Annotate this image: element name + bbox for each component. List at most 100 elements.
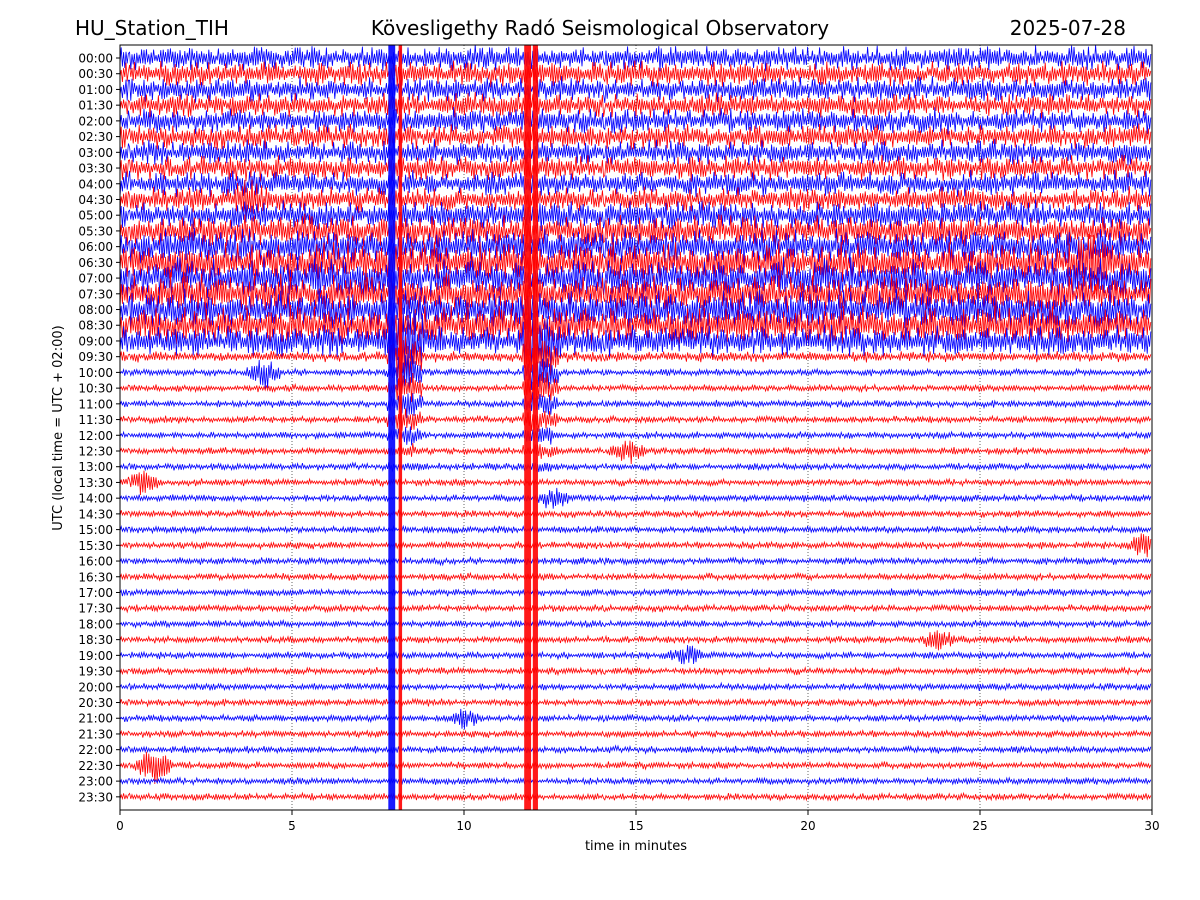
seismic-trace <box>120 681 1152 692</box>
y-tick-label: 23:30 <box>78 790 113 804</box>
y-axis-label: UTC (local time = UTC + 02:00) <box>51 325 66 530</box>
y-tick-label: 14:30 <box>78 507 113 521</box>
y-tick-label: 13:30 <box>78 476 113 490</box>
seismic-trace <box>120 508 1152 520</box>
y-tick-label: 10:30 <box>78 382 113 396</box>
seismic-trace <box>120 138 1152 166</box>
seismic-trace <box>120 213 1152 248</box>
y-tick-label: 14:00 <box>78 492 113 506</box>
seismic-trace <box>120 440 1152 465</box>
y-tick-label: 17:30 <box>78 602 113 616</box>
seismic-trace <box>120 744 1152 755</box>
seismic-trace <box>120 392 1152 419</box>
seismic-trace <box>120 233 1152 294</box>
station-title: HU_Station_TIH <box>75 16 229 40</box>
seismic-trace <box>120 256 1152 300</box>
seismic-trace <box>120 123 1152 151</box>
saturated-band <box>532 45 538 810</box>
x-tick-label: 20 <box>800 819 815 833</box>
x-tick-label: 30 <box>1144 819 1159 833</box>
y-tick-label: 00:00 <box>78 52 113 66</box>
seismic-trace <box>120 666 1152 677</box>
seismic-trace <box>120 728 1152 739</box>
seismic-trace <box>120 571 1152 582</box>
y-tick-label: 05:30 <box>78 224 113 238</box>
seismic-trace <box>120 602 1152 614</box>
seismic-trace <box>120 426 1152 446</box>
y-tick-label: 12:00 <box>78 429 113 443</box>
y-tick-label: 17:00 <box>78 586 113 600</box>
seismic-trace <box>120 587 1152 598</box>
y-tick-label: 22:30 <box>78 759 113 773</box>
seismic-trace <box>120 708 1152 730</box>
seismic-trace <box>120 304 1152 347</box>
seismic-trace <box>120 524 1152 535</box>
seismic-trace <box>120 154 1152 182</box>
seismic-trace <box>120 776 1152 787</box>
y-tick-label: 02:00 <box>78 114 113 128</box>
y-tick-label: 16:00 <box>78 555 113 569</box>
x-tick-label: 25 <box>972 819 987 833</box>
y-tick-label: 20:00 <box>78 680 113 694</box>
seismic-trace <box>120 169 1152 198</box>
y-tick-label: 11:30 <box>78 413 113 427</box>
date-title: 2025-07-28 <box>1010 16 1126 40</box>
y-tick-label: 09:00 <box>78 334 113 348</box>
seismic-trace <box>120 336 1152 379</box>
seismic-trace <box>120 618 1152 629</box>
y-tick-label: 13:00 <box>78 460 113 474</box>
y-tick-label: 08:00 <box>78 303 113 317</box>
seismic-trace <box>120 470 1152 496</box>
seismic-trace <box>120 353 1152 392</box>
y-tick-label: 23:00 <box>78 775 113 789</box>
seismic-trace <box>120 533 1152 558</box>
saturated-band <box>524 45 532 810</box>
x-tick-labels: 0 5 10 15 20 25 30 <box>116 810 1160 833</box>
seismic-trace <box>120 227 1152 267</box>
y-tick-label: 09:30 <box>78 350 113 364</box>
y-tick-label: 00:30 <box>78 67 113 81</box>
saturated-band <box>388 45 396 810</box>
y-tick-label: 01:30 <box>78 99 113 113</box>
seismic-trace <box>120 751 1152 785</box>
seismic-trace <box>120 555 1152 567</box>
seismic-trace <box>120 408 1152 432</box>
y-tick-label: 04:00 <box>78 177 113 191</box>
y-tick-label: 06:30 <box>78 256 113 270</box>
saturated-band <box>398 45 403 810</box>
y-tick-label: 16:30 <box>78 570 113 584</box>
x-axis-label: time in minutes <box>585 839 687 854</box>
y-tick-label: 06:00 <box>78 240 113 254</box>
y-tick-label: 22:00 <box>78 743 113 757</box>
x-tick-label: 10 <box>456 819 471 833</box>
y-tick-label: 02:30 <box>78 130 113 144</box>
y-tick-label: 03:00 <box>78 146 113 160</box>
y-tick-label: 10:00 <box>78 366 113 380</box>
seismic-trace <box>120 791 1152 802</box>
observatory-title: Kövesligethy Radó Seismological Observat… <box>371 16 829 40</box>
saturated-event-bands <box>388 45 538 810</box>
seismic-trace <box>120 76 1152 103</box>
seismic-trace <box>120 106 1152 135</box>
seismic-trace <box>120 60 1152 88</box>
x-tick-label: 5 <box>288 819 296 833</box>
seismic-trace <box>120 630 1152 651</box>
seismic-trace <box>120 371 1152 406</box>
y-tick-label: 18:30 <box>78 633 113 647</box>
seismic-trace <box>120 45 1152 72</box>
x-tick-label: 0 <box>116 819 124 833</box>
y-tick-label: 15:00 <box>78 523 113 537</box>
y-tick-label: 04:30 <box>78 193 113 207</box>
seismic-traces <box>120 45 1152 802</box>
y-tick-label: 21:30 <box>78 727 113 741</box>
seismic-trace <box>120 91 1152 119</box>
seismic-trace <box>120 288 1152 332</box>
y-tick-label: 05:00 <box>78 209 113 223</box>
y-tick-label: 11:00 <box>78 397 113 411</box>
seismic-trace <box>120 199 1152 232</box>
y-tick-label: 19:30 <box>78 665 113 679</box>
y-tick-label: 08:30 <box>78 319 113 333</box>
y-tick-label: 07:00 <box>78 272 113 286</box>
